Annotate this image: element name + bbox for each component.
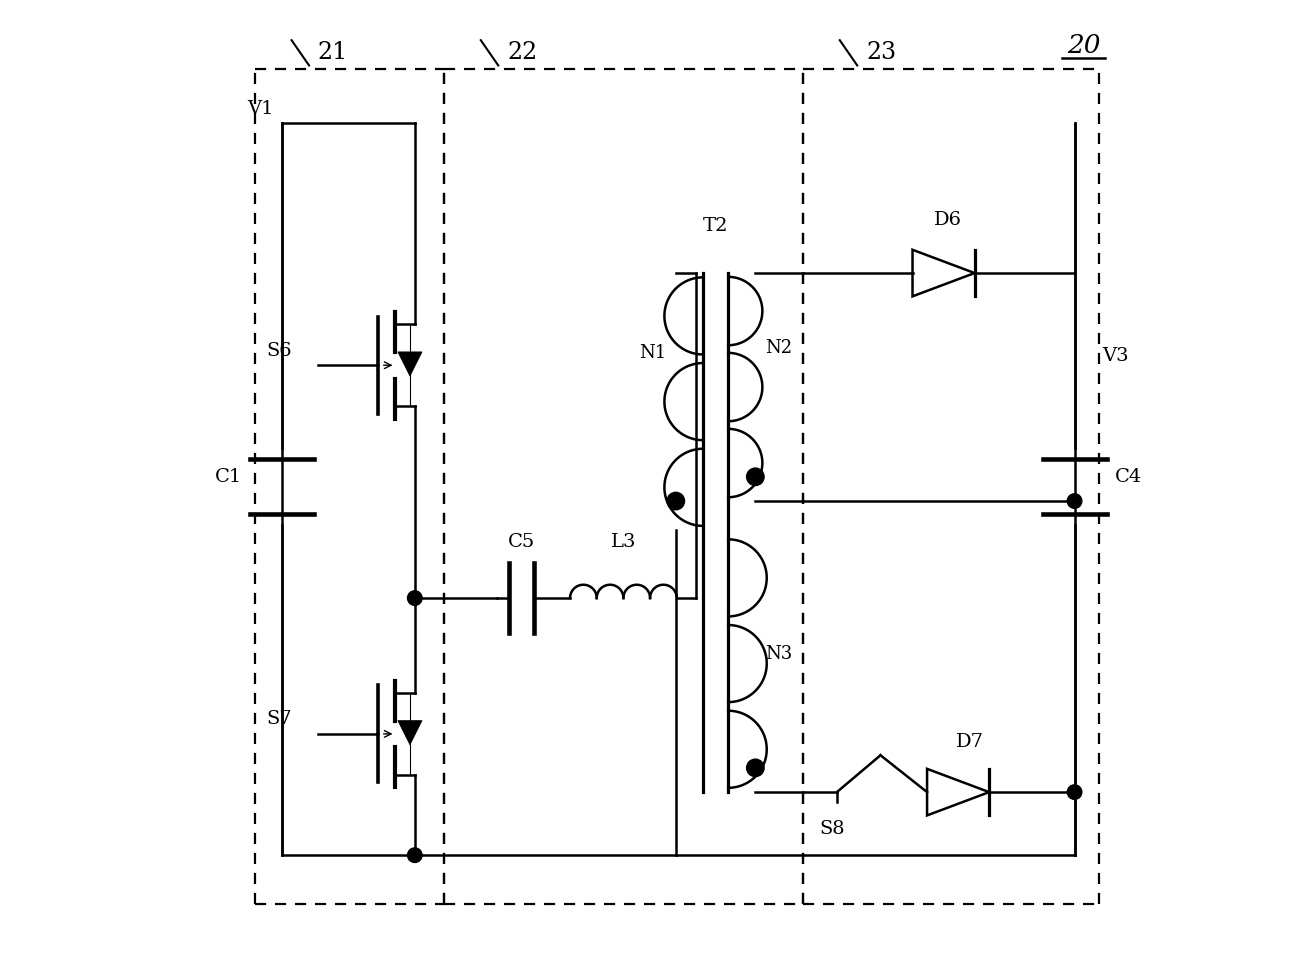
Polygon shape [398,721,422,744]
Text: V1: V1 [247,100,274,118]
Text: N3: N3 [765,645,792,663]
Text: S7: S7 [266,710,292,729]
Text: S6: S6 [266,342,292,360]
Text: C1: C1 [215,468,243,486]
Circle shape [1067,785,1082,800]
Text: 22: 22 [506,41,538,64]
Text: D6: D6 [934,211,962,229]
Polygon shape [398,352,422,377]
Text: 21: 21 [318,41,348,64]
Circle shape [746,468,763,486]
Circle shape [407,847,422,862]
Circle shape [667,492,685,510]
Circle shape [746,759,763,776]
Text: C4: C4 [1116,468,1143,486]
Circle shape [407,591,422,605]
Text: 23: 23 [867,41,897,64]
Text: V3: V3 [1101,346,1129,365]
Text: N1: N1 [639,344,666,362]
Circle shape [1067,493,1082,508]
Text: D7: D7 [955,733,984,750]
Text: C5: C5 [508,533,535,551]
Text: S8: S8 [820,820,844,838]
Text: L3: L3 [611,533,636,551]
Text: T2: T2 [703,218,728,235]
Text: 20: 20 [1067,32,1101,57]
Text: N2: N2 [765,340,792,357]
